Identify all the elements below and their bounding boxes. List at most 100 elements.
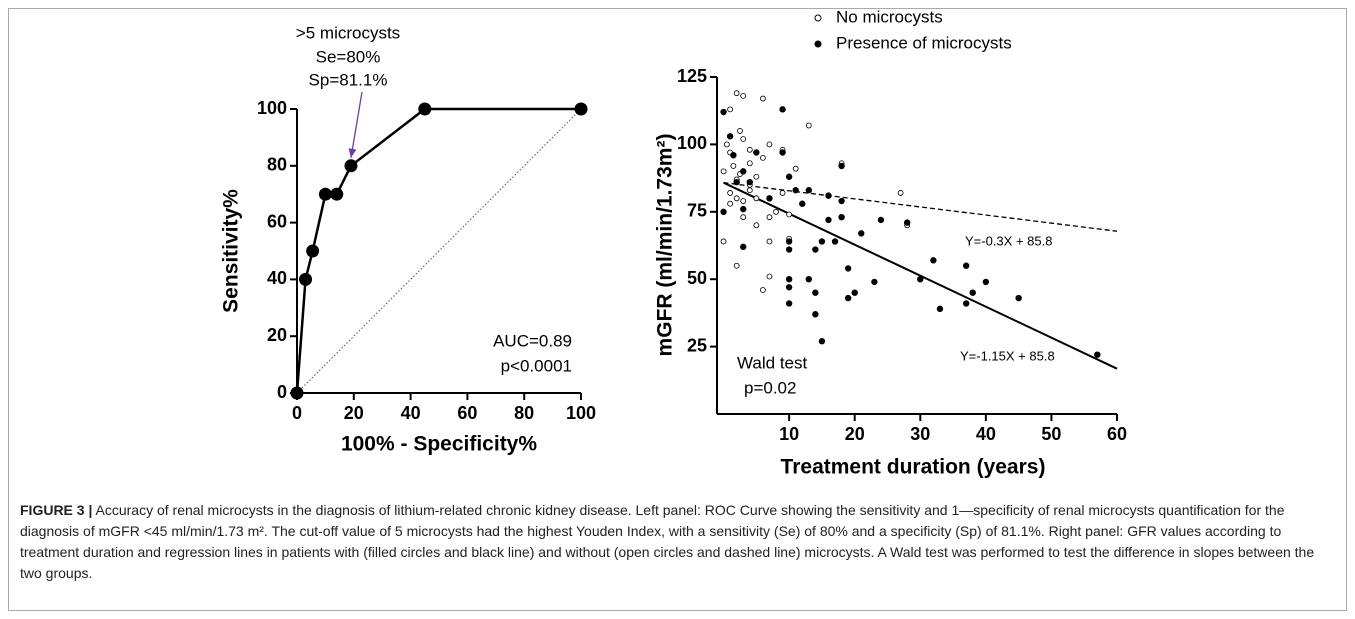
filled-point [936, 305, 944, 313]
arrow-head [348, 148, 357, 158]
open-point [733, 90, 740, 97]
x-axis-label: Treatment duration (years) [781, 456, 1046, 479]
x-tick-label: 80 [514, 403, 534, 423]
open-point [753, 222, 760, 229]
legend-label: No microcysts [836, 7, 943, 26]
annotation: Sp=81.1% [309, 70, 388, 89]
filled-point [792, 187, 799, 194]
filled-point [740, 243, 747, 251]
filled-point [844, 294, 852, 302]
open-point [737, 128, 743, 134]
filled-point [726, 133, 734, 140]
y-tick-label: 100 [257, 98, 287, 118]
figure: >5 microcysts Se=80% Sp=81.1% AUC=0.89 p<0.0… [220, 7, 1127, 479]
open-point [746, 146, 753, 153]
filled-point [838, 197, 845, 205]
filled-point [720, 208, 727, 215]
y-tick-label: 75 [687, 201, 707, 221]
y-axis-label: mGFR (ml/min/1.73m²) [654, 134, 677, 357]
y-tick-label: 125 [677, 66, 707, 86]
open-point [773, 208, 779, 215]
y-tick-label: 40 [267, 268, 287, 288]
filled-point [1015, 294, 1022, 302]
x-tick-label: 40 [976, 424, 996, 444]
filled-point [785, 284, 793, 291]
open-point [730, 163, 737, 169]
filled-point [812, 246, 819, 253]
y-tick-label: 20 [267, 325, 287, 345]
reference-diagonal [296, 108, 582, 394]
filled-point [799, 200, 806, 207]
filled-point [962, 262, 970, 269]
open-point [720, 238, 727, 245]
y-axis-label: Sensitivity% [220, 189, 243, 313]
filled-point [779, 106, 786, 113]
filled-point [766, 195, 773, 202]
annotation: >5 microcysts [296, 23, 400, 42]
figure-frame [8, 8, 1347, 611]
open-point [720, 168, 727, 175]
filled-point [1094, 351, 1101, 358]
annotation: p<0.0001 [501, 356, 572, 375]
x-tick-label: 50 [1041, 424, 1061, 444]
filled-point [812, 289, 819, 296]
open-point [727, 200, 734, 207]
caption: FIGURE 3 | Accuracy of renal microcysts … [20, 500, 1335, 584]
annotation: Wald test [737, 353, 808, 372]
filled-point [730, 151, 737, 159]
open-point [753, 195, 760, 202]
filled-point [930, 257, 937, 264]
filled-point [838, 213, 845, 221]
x-tick-label: 0 [292, 403, 302, 423]
y-tick-label: 50 [687, 268, 707, 288]
open-point [740, 136, 747, 142]
open-point [723, 141, 730, 148]
x-tick-label: 60 [1107, 424, 1127, 444]
y-tick-label: 100 [677, 133, 707, 153]
filled-point [753, 149, 760, 156]
open-point [740, 214, 747, 221]
filled-point [785, 238, 793, 245]
filled-point [858, 230, 865, 237]
filled-point [871, 278, 878, 286]
open-point [805, 122, 812, 129]
filled-point [779, 149, 786, 156]
roc-point [299, 272, 313, 286]
filled-point [969, 289, 976, 296]
filled-point [831, 238, 839, 245]
open-point [779, 190, 786, 196]
x-tick-label: 20 [845, 424, 865, 444]
filled-point [746, 178, 753, 186]
legend-marker [814, 14, 822, 22]
filled-point [818, 338, 826, 345]
filled-point [740, 205, 747, 213]
filled-point [812, 311, 819, 318]
filled-point [818, 238, 826, 245]
open-point [766, 273, 773, 280]
roc-point [330, 187, 344, 201]
regression-line [723, 181, 1118, 370]
open-point [760, 95, 766, 102]
annotation: p=0.02 [744, 378, 796, 397]
roc-point [344, 159, 358, 173]
open-point [786, 211, 793, 218]
filled-point [805, 276, 813, 283]
open-point [733, 195, 740, 202]
x-tick-label: 10 [779, 424, 799, 444]
open-point [766, 141, 773, 148]
open-point [792, 165, 799, 172]
annotation: Se=80% [316, 47, 381, 66]
filled-point [740, 168, 747, 175]
roc-point [306, 244, 320, 258]
arrow-shaft [350, 91, 363, 158]
filled-point [733, 178, 740, 186]
x-tick-label: 60 [457, 403, 477, 423]
filled-point [805, 187, 813, 194]
caption-text: Accuracy of renal microcysts in the diag… [20, 502, 1315, 581]
legend-label: Presence of microcysts [836, 33, 1012, 52]
y-tick-label: 0 [277, 382, 287, 402]
open-point [740, 198, 747, 204]
filled-point [785, 276, 793, 283]
open-point [740, 92, 747, 99]
legend-marker [814, 40, 822, 48]
